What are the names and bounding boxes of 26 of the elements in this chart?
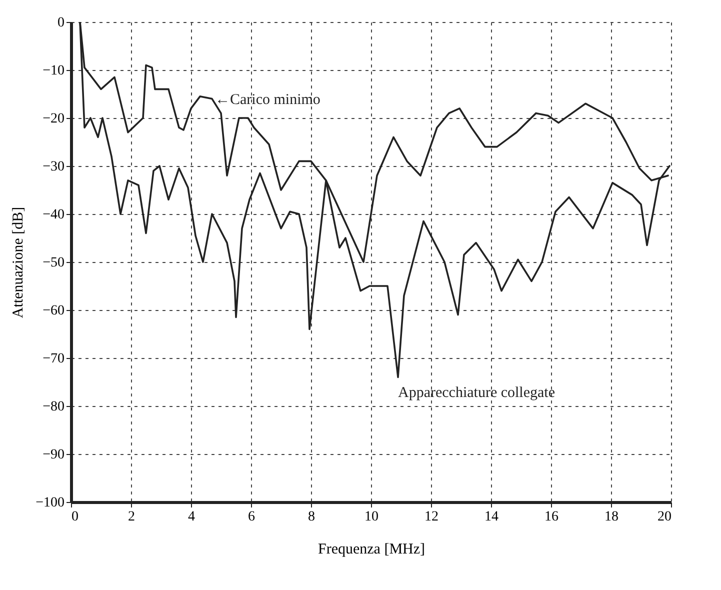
y-axis-title: Attenuazione [dB]: [10, 206, 27, 318]
annotation: ←Carico minimo: [215, 92, 320, 108]
x-tick-label: 18: [604, 510, 618, 524]
x-tick-label: 20: [658, 510, 672, 524]
y-tick-label: −40: [42, 208, 64, 222]
y-tick-label: −10: [42, 64, 64, 78]
x-tick-label: 14: [484, 510, 498, 524]
x-tick-label: 10: [364, 510, 378, 524]
y-tick-label: −60: [42, 304, 64, 318]
x-tick-label: 16: [544, 510, 558, 524]
y-tick-label: −80: [42, 400, 64, 414]
y-tick-label: −20: [42, 112, 64, 126]
x-tick-label: 2: [128, 510, 135, 524]
x-tick-label: 8: [308, 510, 315, 524]
x-tick-label: 4: [188, 510, 195, 524]
annotation: Apparecchiature collegate: [398, 385, 556, 401]
y-tick-label: −100: [36, 496, 64, 510]
x-tick-label: 0: [72, 510, 78, 524]
x-tick-label: 6: [248, 510, 255, 524]
y-tick-label: −70: [42, 352, 64, 366]
y-tick-label: −50: [42, 256, 64, 270]
y-tick-label: −30: [42, 160, 64, 174]
x-axis-title: Frequenza [MHz]: [318, 542, 426, 558]
x-tick-label: 12: [424, 510, 438, 524]
y-tick-label: −90: [42, 448, 64, 462]
y-tick-label: 0: [58, 16, 64, 30]
